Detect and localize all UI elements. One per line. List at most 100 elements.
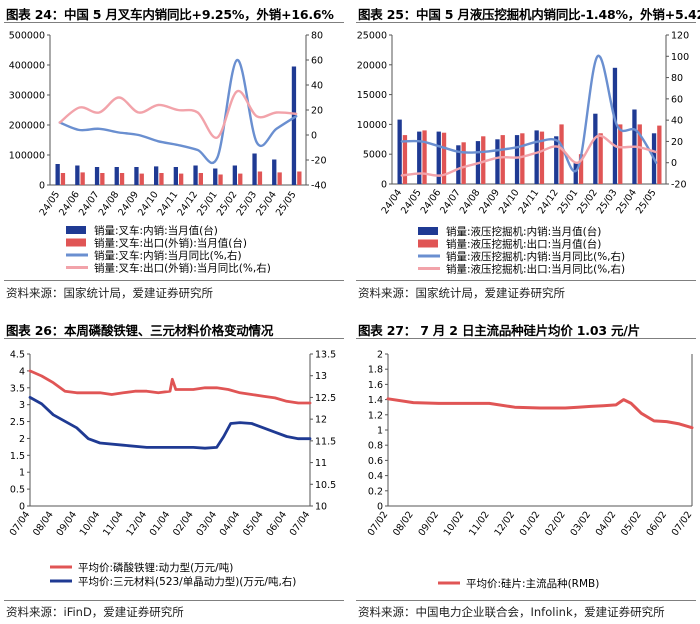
bar-mark (291, 66, 297, 185)
x-tick-label: 04/02 (594, 509, 619, 538)
bar-mark (441, 132, 447, 184)
y-tick-label-right: 120 (671, 31, 689, 42)
chart-svg-fig24: 0 100000 200000 300000 400000 500000 -40 -20 0 20… (9, 31, 327, 275)
y-tick-label-left: 1.6 (368, 380, 383, 391)
series-line (58, 89, 298, 139)
y-tick-label-right: 12 (315, 415, 327, 426)
source-divider (4, 600, 344, 601)
y-tick-label-right: 10.5 (315, 480, 336, 491)
source-divider (4, 280, 344, 281)
y-tick-label-left: 0.4 (368, 471, 383, 482)
legend-label: 销量:叉车:出口(外销):当月值(台) (94, 237, 247, 250)
y-tick-label-left: 200000 (9, 121, 45, 132)
x-tick-label: 04/04 (218, 509, 243, 538)
y-tick-label-left: 1 (19, 468, 25, 479)
y-tick-label-left: 4 (19, 366, 25, 377)
x-tick-label: 09/02 (416, 509, 441, 538)
y-tick-label-right: 10 (315, 502, 327, 513)
y-tick-label-left: 4.5 (10, 350, 25, 361)
bar-mark (75, 165, 80, 185)
y-tick-label-left: 0 (19, 502, 25, 513)
bar-mark (114, 167, 119, 185)
x-tick-label: 07/04 (288, 509, 313, 538)
bar-mark (297, 171, 302, 185)
bar-mark (213, 168, 218, 185)
bar-mark (534, 130, 539, 184)
x-tick-label: 06/02 (644, 509, 669, 538)
legend-swatch (66, 226, 86, 234)
y-tick-label-right: 100 (671, 52, 689, 63)
series-line (28, 396, 312, 450)
legend-label: 平均价:磷酸铁锂:动力型(万元/吨) (78, 561, 233, 574)
bar-mark (252, 153, 257, 185)
x-tick-label: 02/02 (543, 509, 568, 538)
source-divider (356, 600, 696, 601)
y-tick-label-left: 0.2 (368, 486, 383, 497)
y-tick-label-right: 80 (311, 31, 323, 42)
bar-mark (257, 171, 263, 185)
source-note: 资料来源：iFinD，爱建证券研究所 (6, 605, 184, 619)
bar-mark (612, 67, 618, 184)
chart-title: 图表 27： 7 月 2 日主流品种硅片均价 1.03 元/片 (358, 323, 640, 338)
y-tick-label-right: 0 (311, 131, 317, 142)
series-line (28, 369, 312, 405)
y-tick-label-left: 3 (19, 400, 25, 411)
bar-mark (539, 131, 545, 184)
bar-mark (657, 125, 662, 184)
y-tick-label-left: 20000 (357, 60, 387, 71)
y-tick-label-left: 25000 (357, 31, 387, 42)
bar-mark (94, 167, 100, 185)
y-tick-label-left: 1.8 (368, 365, 383, 376)
x-tick-label: 12/02 (492, 509, 517, 538)
y-tick-label-left: 1.5 (10, 451, 25, 462)
bar-mark (520, 133, 525, 184)
x-tick-label: 12/04 (124, 509, 149, 538)
x-tick-label: 11/04 (101, 509, 126, 538)
x-tick-label: 01/02 (518, 509, 543, 538)
x-tick-label: 07/02 (670, 509, 695, 538)
bar-mark (100, 173, 105, 185)
y-tick-label-right: 40 (311, 81, 323, 92)
chart-card-fig25: 图表 25：中国 5 月液压挖掘机内销同比-1.48%，外销+5.42% 0 50… (352, 0, 700, 306)
bar-mark (554, 136, 559, 184)
bar-mark (422, 130, 427, 184)
bar-mark (55, 164, 60, 185)
legend-label: 销量:叉车:内销:当月值(台) (94, 224, 218, 237)
bar-mark (618, 124, 623, 184)
y-tick-label-left: 2 (377, 350, 383, 361)
y-tick-label-right: 12.5 (315, 393, 336, 404)
bar-mark (277, 172, 282, 185)
bar-mark (232, 165, 237, 185)
x-tick-label: 01/04 (148, 509, 173, 538)
title-divider (4, 338, 344, 339)
bar-mark (573, 163, 578, 184)
bar-mark (159, 173, 164, 185)
chart-card-fig24: 图表 24：中国 5 月叉车内销同比+9.25%，外销+16.6% 0 10000… (0, 0, 348, 306)
y-tick-label-left: 2 (19, 434, 25, 445)
legend-label: 平均价:硅片:主流品种(RMB) (466, 577, 599, 590)
legend-swatch (418, 239, 438, 248)
chart-svg-fig25: 0 5000 10000 15000 20000 25000 -20 0 20 40 60 80 100… (357, 31, 689, 276)
x-tick-label: 11/02 (467, 509, 492, 538)
y-tick-label-right: 60 (311, 56, 323, 67)
legend-label: 销量:液压挖掘机:出口:当月值(台) (446, 238, 601, 251)
bar-mark (80, 172, 85, 185)
bar-mark (495, 139, 500, 184)
y-tick-label-right: 20 (311, 106, 323, 117)
chart-card-fig26: 图表 26：本周磷酸铁锂、三元材料价格变动情况 0 0.5 1 1.5 2 2.5 3 3.5… (0, 316, 348, 624)
bar-mark (436, 131, 441, 184)
chart-title: 图表 24：中国 5 月叉车内销同比+9.25%，外销+16.6% (6, 7, 334, 22)
y-tick-label-right: -20 (671, 180, 687, 191)
y-tick-label-left: 3.5 (10, 383, 25, 394)
x-tick-label: 07/02 (366, 509, 391, 538)
source-note: 资料来源：国家统计局，爱建证券研究所 (6, 286, 213, 300)
x-tick-label: 03/02 (568, 509, 593, 538)
legend-swatch (66, 238, 86, 247)
y-tick-label-right: -20 (311, 156, 327, 167)
bar-mark (272, 159, 277, 185)
x-tick-label: 25/05 (274, 189, 299, 218)
x-tick-label: 09/04 (54, 509, 79, 538)
title-divider (356, 338, 696, 339)
